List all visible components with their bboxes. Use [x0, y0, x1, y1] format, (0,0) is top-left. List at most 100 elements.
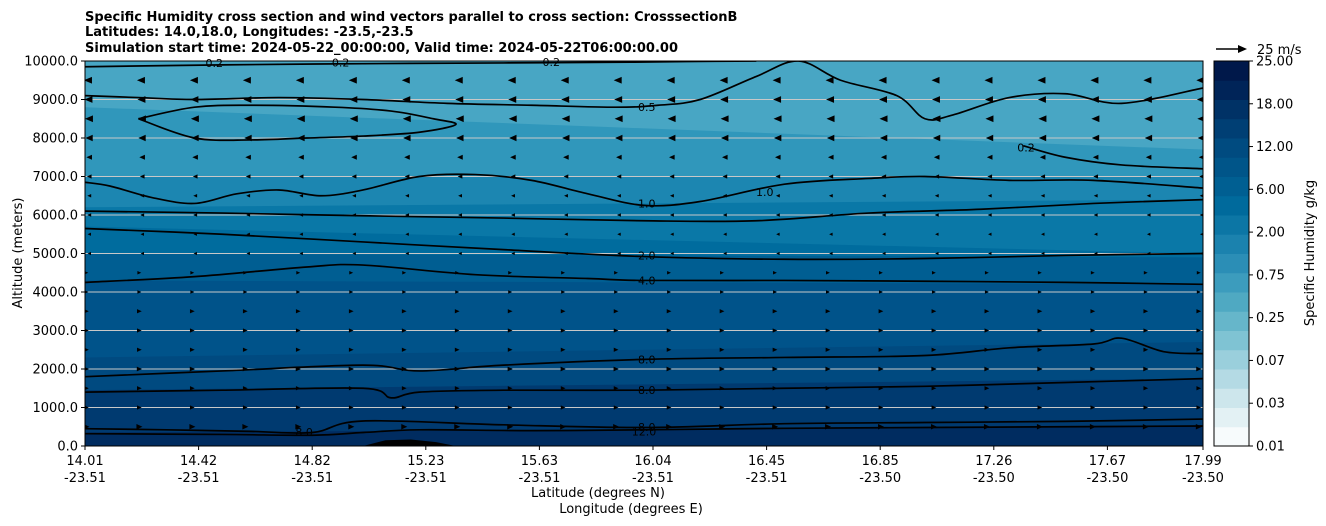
wind-vector-head-icon — [1040, 174, 1046, 179]
contour-label: 1.0 — [638, 197, 656, 210]
wind-vector-head-icon — [878, 405, 884, 410]
wind-vector-head-icon — [351, 154, 357, 160]
wind-vector-head-icon — [87, 213, 92, 217]
wind-vector-head-icon — [984, 328, 990, 333]
x-tick-label-lat: 15.63 — [521, 454, 558, 469]
wind-vector-head-icon — [828, 213, 833, 217]
wind-vector-head-icon — [1093, 194, 1098, 198]
contour-label: 2.0 — [638, 249, 656, 262]
wind-vector-head-icon — [1143, 309, 1149, 314]
wind-vector-head-icon — [1195, 424, 1202, 430]
contour-line-0.2 — [85, 61, 757, 68]
wind-vector-head-icon — [720, 271, 724, 275]
wind-vector-head-icon — [507, 328, 513, 333]
wind-vector-head-icon — [243, 271, 248, 275]
wind-vector-head-icon — [137, 347, 142, 352]
wind-vector-head-icon — [666, 366, 672, 372]
wind-vector-head-icon — [1196, 271, 1201, 275]
wind-vector-head-icon — [560, 309, 566, 314]
wind-vector-head-icon — [189, 366, 195, 372]
wind-vector-head-icon — [1091, 115, 1100, 123]
wind-vector-head-icon — [458, 213, 462, 217]
wind-vector-head-icon — [931, 271, 936, 275]
x-axis-label-longitude: Longitude (degrees E) — [559, 502, 703, 517]
colorbar-tick-label: 25.00 — [1256, 55, 1293, 70]
wind-vector-head-icon — [189, 309, 195, 314]
quiver-key-label: 25 m/s — [1257, 43, 1302, 58]
wind-vector-head-icon — [1090, 290, 1095, 294]
wind-vector-head-icon — [985, 134, 994, 142]
wind-vector-head-icon — [454, 328, 460, 333]
wind-vector-head-icon — [613, 76, 622, 84]
wind-vector-head-icon — [348, 366, 354, 372]
wind-vector-head-icon — [242, 366, 248, 372]
chart-title: Specific Humidity cross section and wind… — [85, 10, 737, 56]
y-tick-label: 9000.0 — [33, 93, 79, 108]
wind-vector-head-icon — [772, 347, 778, 352]
wind-vector-head-icon — [243, 290, 248, 294]
wind-vector-head-icon — [86, 154, 92, 160]
wind-vector-head-icon — [1037, 309, 1043, 314]
wind-vector-head-icon — [617, 232, 621, 236]
wind-vector-head-icon — [1037, 366, 1043, 372]
wind-vector-head-icon — [455, 96, 464, 103]
wind-vector-head-icon — [1196, 96, 1203, 103]
contour-labels: 0.20.20.20.51.01.00.22.04.08.08.08.012.0… — [205, 56, 1034, 439]
colorbar-segment — [1214, 61, 1249, 81]
wind-vector-head-icon — [1143, 386, 1149, 391]
wind-vector-head-icon — [666, 386, 672, 391]
colorbar-frame — [1213, 60, 1250, 447]
wind-vector-head-icon — [987, 213, 992, 217]
wind-vector-head-icon — [615, 134, 623, 142]
wind-vector-head-icon — [137, 328, 142, 333]
wind-vector-head-icon — [878, 366, 884, 372]
wind-vector-head-icon — [404, 174, 410, 179]
wind-vector-head-icon — [931, 405, 937, 410]
wind-vector-head-icon — [564, 251, 568, 256]
x-tick-label-lon: -23.50 — [973, 471, 1015, 486]
x-tick-label-lat: 15.23 — [407, 454, 444, 469]
wind-vector-head-icon — [1146, 194, 1151, 198]
wind-vector-head-icon — [348, 405, 354, 410]
wind-vector-head-icon — [87, 232, 92, 236]
wind-vector-head-icon — [666, 424, 673, 430]
wind-vector-head-icon — [772, 328, 778, 333]
wind-vector-head-icon — [614, 115, 623, 123]
wind-vector-head-icon — [85, 309, 89, 313]
wind-vector-head-icon — [931, 328, 937, 333]
wind-vector-head-icon — [189, 386, 195, 391]
wind-vector-head-icon — [775, 213, 780, 217]
wind-vector-head-icon — [560, 347, 566, 352]
wind-vector-head-icon — [931, 347, 937, 352]
wind-vector-head-icon — [772, 405, 778, 410]
wind-vector-head-icon — [136, 424, 143, 430]
wind-vector-head-icon — [1093, 174, 1099, 179]
contour-label: 0.2 — [543, 56, 561, 69]
wind-vector-head-icon — [934, 174, 940, 179]
wind-vector-head-icon — [984, 347, 990, 352]
wind-vector-head-icon — [1197, 135, 1203, 141]
wind-vector-head-icon — [296, 271, 301, 275]
wind-vector-head-icon — [189, 347, 195, 352]
wind-vector-head-icon — [401, 424, 408, 430]
wind-vector-head-icon — [348, 386, 354, 391]
wind-vector-head-icon — [191, 134, 199, 142]
wind-vector-head-icon — [295, 386, 301, 391]
colorbar: 0.01 0.03 0.07 0.25 0.75 2.00 6.00 12.00 18.00 25… — [1213, 55, 1293, 455]
contour-label: 4.0 — [638, 274, 656, 287]
wind-vector-head-icon — [616, 154, 622, 160]
title-line-1: Specific Humidity cross section and wind… — [85, 10, 737, 25]
wind-vector-head-icon — [879, 134, 888, 142]
colorbar-tick-label: 18.00 — [1256, 97, 1293, 112]
wind-vector-head-icon — [878, 328, 884, 333]
wind-vector-head-icon — [563, 154, 569, 160]
wind-vector-head-icon — [722, 213, 727, 217]
wind-vector-head-icon — [295, 76, 304, 84]
wind-vector-head-icon — [1143, 405, 1149, 410]
wind-vector-head-icon — [85, 348, 89, 352]
wind-vector-head-icon — [932, 134, 941, 142]
wind-vector-head-icon — [613, 328, 619, 333]
wind-vector-head-icon — [775, 194, 780, 198]
wind-vector-head-icon — [1143, 366, 1149, 372]
wind-vector-head-icon — [719, 405, 725, 410]
